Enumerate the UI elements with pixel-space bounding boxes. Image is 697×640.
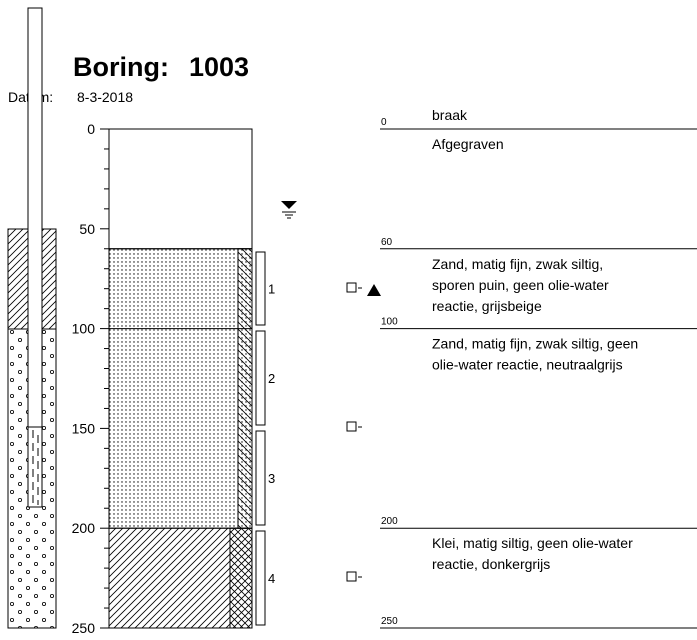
description: Klei, matig siltig, geen olie-water [432,535,633,551]
clay-strip [229,527,253,629]
description: Zand, matig fijn, zwak siltig, [432,256,603,272]
tick-label: 100 [72,321,96,337]
layer-clay [108,527,253,629]
sample-box [255,430,266,526]
sample-marker [346,421,357,432]
description: sporen puin, geen olie-water [432,277,609,293]
tick-label: 200 [72,520,96,536]
sand-strip [237,248,253,529]
tick-label: 250 [72,620,96,635]
description: olie-water reactie, neutraalgrijs [432,357,623,373]
tick-label: 0 [87,121,95,137]
layers: 0 50 100 150 200 250 1 2 3 4 0 60 100 200 250 braak Afge… [72,107,697,636]
boundary-label: 100 [381,317,398,328]
sample-marker [346,571,357,582]
boundary-label: 200 [381,516,398,527]
boundary-label: 250 [381,616,398,627]
sample-box [255,530,266,626]
layer-sand [108,248,253,529]
surface: braak [432,107,468,123]
sample-label: 4 [268,571,275,586]
sample-label: 2 [268,371,275,386]
filter [27,426,43,508]
layer-empty [108,128,253,250]
description: Zand, matig fijn, zwak siltig, geen [432,336,638,352]
sample-label: 3 [268,471,275,486]
sample-box [255,251,266,326]
sample-marker [346,282,357,293]
water-level [281,201,297,209]
description: Afgegraven [432,136,504,152]
sample-label: 1 [268,282,275,297]
description: reactie, grijsbeige [432,298,542,314]
water-level-lines [282,211,296,219]
tick-label: 150 [72,420,96,436]
boring-id: 1003 [189,52,249,82]
sample-box [255,330,266,426]
well-pipe [27,7,43,428]
boundary-label: 60 [381,237,393,248]
boundary-label: 0 [381,117,387,128]
tick-label: 50 [79,221,95,237]
description: reactie, donkergrijs [432,556,550,572]
triangle-marker [367,284,381,296]
filter-slots [32,430,39,505]
title: Boring: [73,52,169,82]
date: 8-3-2018 [77,89,133,105]
